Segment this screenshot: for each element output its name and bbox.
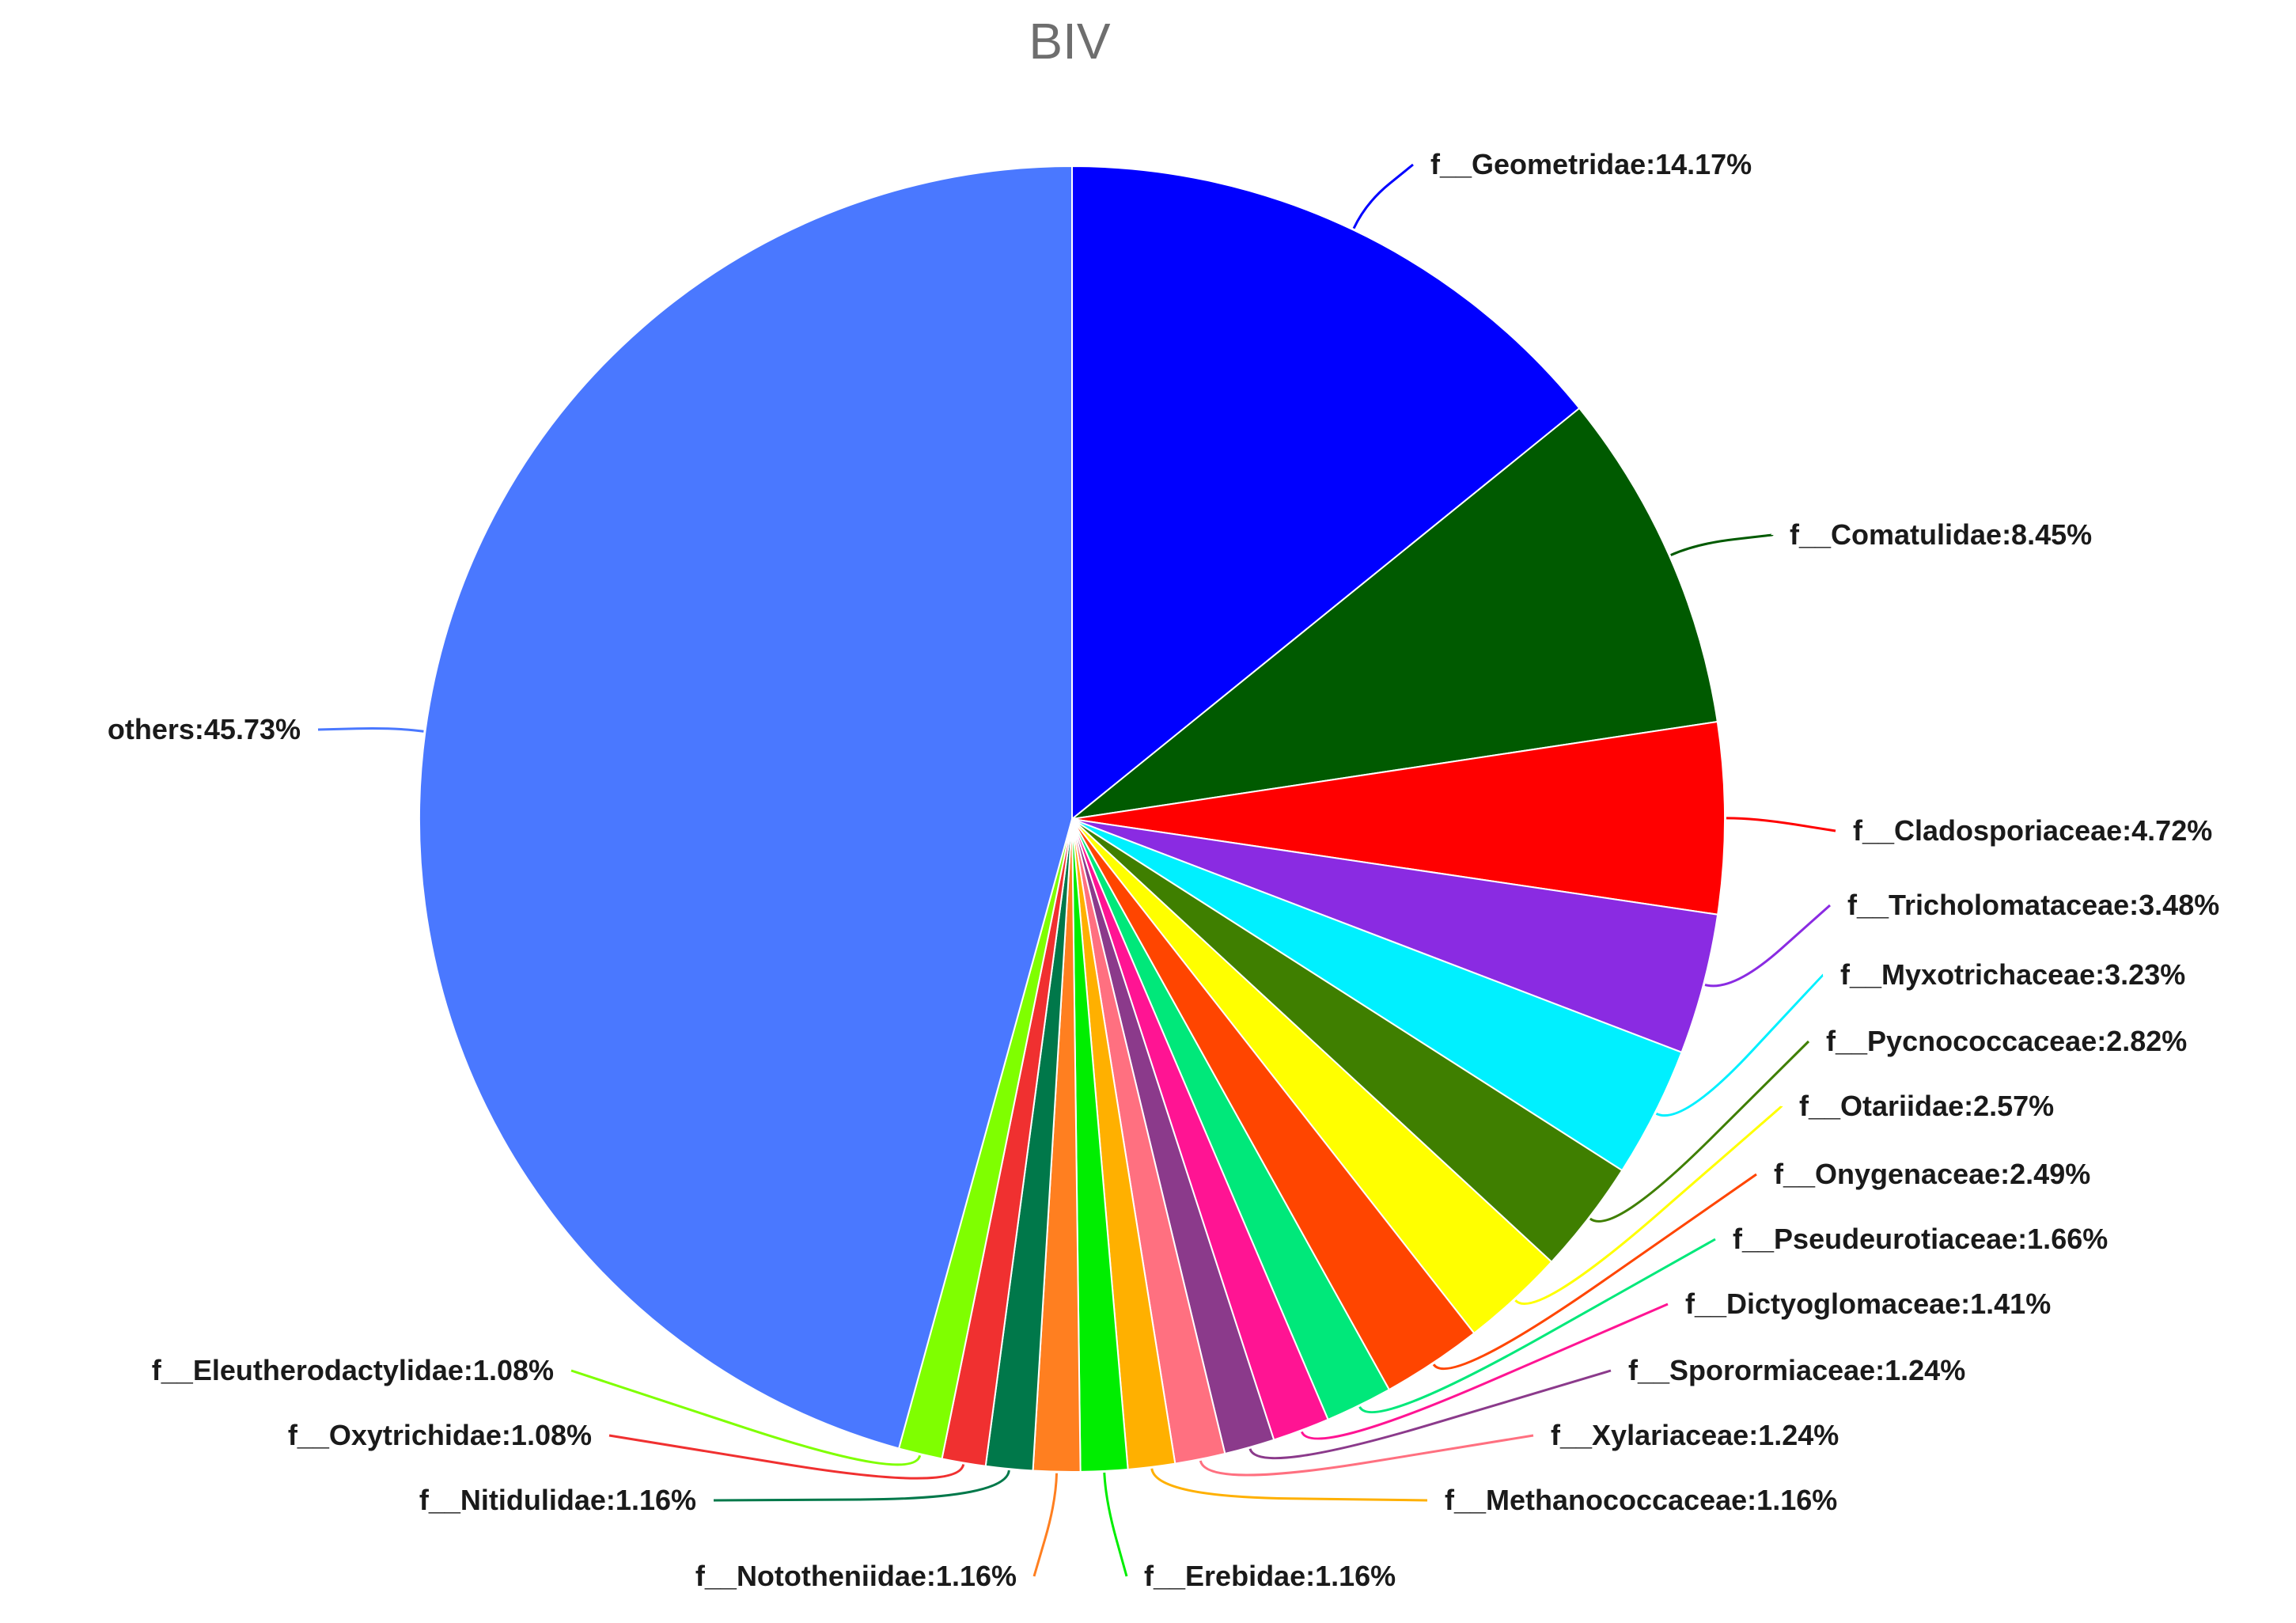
slice-label: f__Myxotrichaceae:3.23% <box>1840 958 2185 991</box>
slice-label: others:45.73% <box>108 713 301 745</box>
leader-lines-layer <box>317 163 1836 1577</box>
slice-label: f__Methanococcaceae:1.16% <box>1445 1484 1837 1516</box>
leader-line <box>1704 904 1831 988</box>
leader-line <box>1670 533 1773 556</box>
leader-line <box>1514 1105 1783 1305</box>
slice-label: f__Geometridae:14.17% <box>1430 148 1752 180</box>
pie-slice[interactable] <box>419 165 1073 1450</box>
slices-layer <box>419 165 1726 1473</box>
leader-line <box>713 1469 1010 1502</box>
leader-line <box>1352 163 1414 229</box>
leader-line <box>1103 1472 1128 1577</box>
leader-line <box>1589 1040 1810 1223</box>
leader-line <box>1432 1173 1757 1371</box>
pie-slice[interactable] <box>1069 407 1718 821</box>
leader-line <box>608 1434 965 1480</box>
slice-label: f__Onygenaceae:2.49% <box>1774 1158 2090 1190</box>
leader-line <box>1300 1303 1669 1440</box>
slice-label: f__Sporormiaceae:1.24% <box>1628 1354 1965 1386</box>
slice-label: f__Otariidae:2.57% <box>1799 1090 2054 1122</box>
slice-label: f__Erebidae:1.16% <box>1144 1560 1396 1592</box>
slice-label: f__Cladosporiaceae:4.72% <box>1853 814 2212 847</box>
leader-line <box>1655 973 1824 1117</box>
slice-label: f__Tricholomataceae:3.48% <box>1847 889 2219 921</box>
slice-label: f__Comatulidae:8.45% <box>1790 518 2092 551</box>
leader-line <box>1726 817 1836 832</box>
leader-line <box>1199 1434 1534 1477</box>
slice-label: f__Pycnococcaceae:2.82% <box>1826 1025 2187 1057</box>
slice-label: f__Pseudeurotiaceae:1.66% <box>1733 1223 2108 1255</box>
leader-line <box>1248 1369 1612 1460</box>
leader-line <box>570 1369 922 1466</box>
slice-label: f__Oxytrichidae:1.08% <box>288 1419 592 1451</box>
leader-line <box>1358 1238 1716 1413</box>
slice-label: f__Xylariaceae:1.24% <box>1551 1419 1839 1451</box>
pie-slice[interactable] <box>1071 720 1726 916</box>
leader-line <box>317 726 424 733</box>
labels-layer: f__Geometridae:14.17% f__Comatulidae:8.45… <box>108 148 2219 1592</box>
leader-line <box>1032 1473 1059 1577</box>
slice-label: f__Eleutherodactylidae:1.08% <box>152 1354 554 1386</box>
chart-title: BIV <box>1029 13 1110 70</box>
slice-label: f__Dictyoglomaceae:1.41% <box>1685 1287 2051 1320</box>
slice-label: f__Nitidulidae:1.16% <box>419 1484 696 1516</box>
slice-label: f__Nototheniidae:1.16% <box>695 1560 1017 1592</box>
leader-line <box>1150 1468 1428 1502</box>
pie-slice[interactable] <box>1071 165 1581 821</box>
